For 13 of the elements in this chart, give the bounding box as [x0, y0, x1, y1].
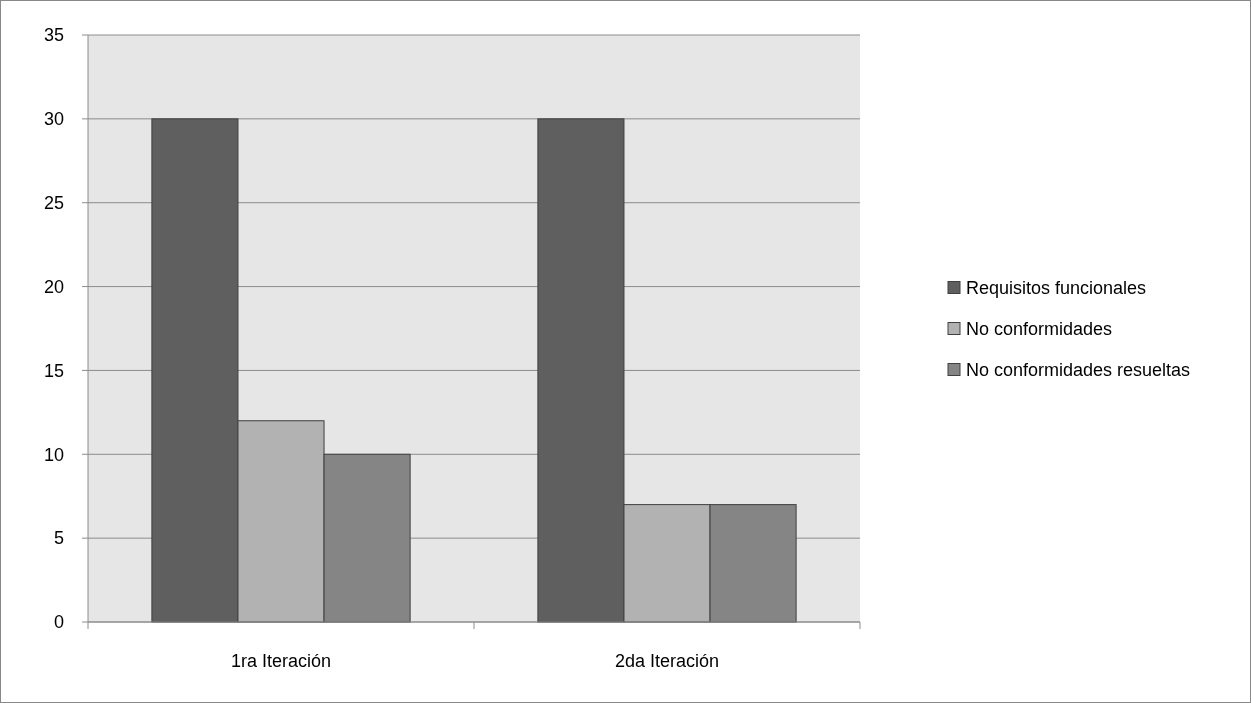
y-tick-label: 0	[53, 612, 64, 633]
y-tick-label: 15	[43, 360, 64, 381]
x-tick-label: 1ra Iteración	[230, 651, 332, 671]
x-tick-label: 2da Iteración	[614, 651, 720, 671]
legend-label: Requisitos funcionales	[966, 277, 1147, 298]
y-tick-label: 5	[53, 528, 64, 549]
legend-label: No conformidades resueltas	[966, 359, 1191, 380]
y-tick-label: 35	[43, 25, 64, 46]
y-tick-label: 25	[43, 193, 64, 214]
y-tick-label: 10	[43, 444, 64, 465]
y-tick-label: 30	[43, 109, 64, 130]
y-tick-label: 20	[43, 276, 64, 297]
legend-label: No conformidades	[966, 318, 1113, 339]
